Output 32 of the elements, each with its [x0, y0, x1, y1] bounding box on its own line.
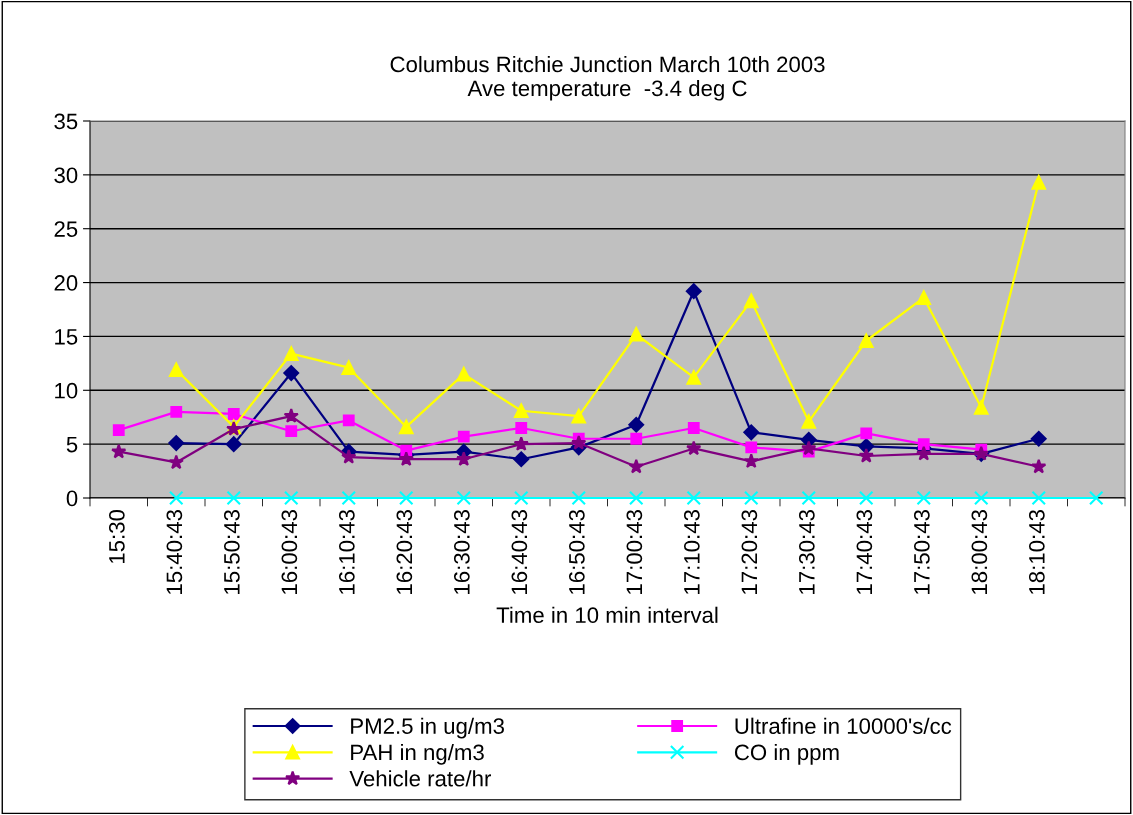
y-tick-label: 5 [66, 436, 78, 453]
x-tick-label: 17:30:43 [798, 510, 815, 594]
x-tick-label: 16:40:43 [511, 510, 528, 594]
x-tick-label: 17:10:43 [683, 510, 700, 594]
legend-label: Ultrafine in 10000's/cc [735, 717, 952, 734]
x-tick-label: 15:50:43 [223, 510, 240, 594]
y-tick-label: 20 [54, 275, 78, 291]
x-tick-label: 16:20:43 [396, 510, 413, 594]
y-tick-label: 10 [55, 382, 78, 399]
y-tick-label: 0 [66, 490, 78, 507]
x-tick-label: 16:10:43 [338, 510, 355, 594]
legend-label: Vehicle rate/hr [349, 770, 492, 787]
x-tick-label: 17:00:43 [626, 510, 643, 594]
x-tick-label: 16:00:43 [281, 510, 298, 594]
y-tick-label: 15 [55, 329, 78, 345]
y-tick-label: 25 [54, 221, 78, 237]
x-tick-label: 18:00:43 [971, 510, 988, 594]
x-tick-label: 17:20:43 [741, 510, 758, 594]
chart-title: Columbus Ritchie Junction March 10th 2003 Ave temperature -3.4 deg C [390, 55, 825, 101]
x-tick-label: 15:30 [108, 509, 125, 564]
x-tick-label: 17:50:43 [913, 510, 930, 594]
x-tick-label: 18:10:43 [1028, 510, 1045, 594]
legend-label: PM2.5 in ug/m3 [351, 717, 504, 739]
x-axis-title: Time in 10 min interval [496, 606, 718, 624]
x-tick-label: 17:40:43 [856, 510, 873, 594]
legend-label: CO in ppm [734, 743, 839, 765]
x-tick-label: 15:40:43 [166, 510, 183, 594]
x-tick-label: 16:30:43 [453, 510, 470, 594]
y-tick-label: 35 [54, 113, 78, 130]
legend-label: PAH in ng/m3 [351, 743, 484, 765]
y-tick-label: 30 [54, 167, 78, 184]
x-tick-label: 16:50:43 [568, 510, 585, 594]
